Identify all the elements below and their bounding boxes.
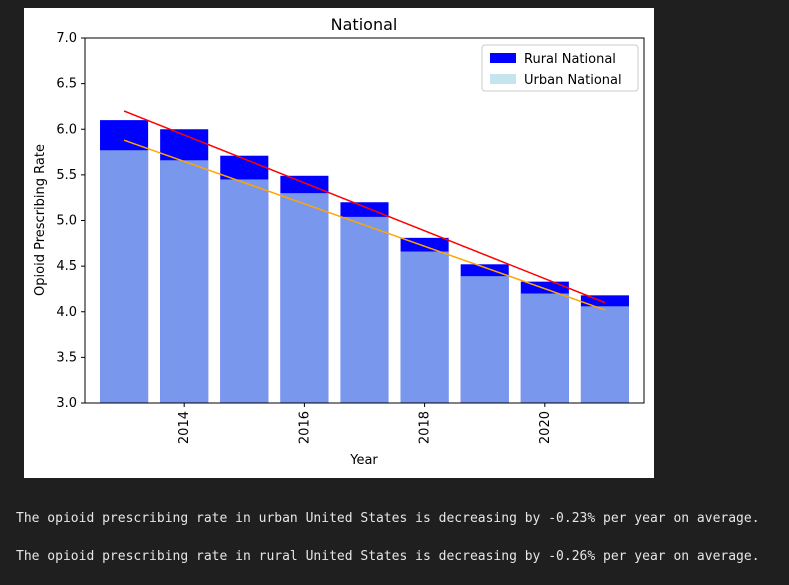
urban-bar-2014 bbox=[160, 160, 209, 403]
x-axis-label: Year bbox=[349, 453, 378, 468]
chart-figure: National 3.0 3.5 4.0 4.5 5.0 5.5 6.0 6.5 7.0 2014… bbox=[24, 8, 654, 478]
y-tick-label-5.5: 5.5 bbox=[56, 168, 77, 183]
urban-bar-2016 bbox=[280, 193, 329, 403]
x-tick-label-2016: 2016 bbox=[297, 411, 312, 444]
legend-swatch-urban bbox=[490, 74, 516, 84]
output-text-rural: The opioid prescribing rate in rural Uni… bbox=[16, 549, 760, 564]
output-text-urban: The opioid prescribing rate in urban Uni… bbox=[16, 511, 760, 526]
y-tick-label-3.0: 3.0 bbox=[56, 396, 77, 411]
y-axis-label: Opioid Prescribing Rate bbox=[33, 144, 48, 296]
rural-trend-line bbox=[123, 110, 606, 304]
legend-box bbox=[481, 44, 639, 92]
urban-bar-2020 bbox=[520, 293, 569, 403]
y-tick-label-4.5: 4.5 bbox=[56, 259, 77, 274]
urban-bar-2019 bbox=[460, 276, 509, 403]
urban-bar-2018 bbox=[400, 251, 449, 403]
legend-swatch-rural bbox=[490, 53, 516, 63]
chart-title: National bbox=[331, 15, 398, 34]
bar-chart: National 3.0 3.5 4.0 4.5 5.0 5.5 6.0 6.5 7.0 2014… bbox=[33, 15, 645, 468]
legend-label-rural: Rural National bbox=[524, 52, 616, 67]
y-tick-label-6.5: 6.5 bbox=[56, 77, 77, 92]
x-tick-label-2018: 2018 bbox=[418, 411, 433, 444]
y-tick-label-4.0: 4.0 bbox=[56, 305, 77, 320]
y-tick-label-6.0: 6.0 bbox=[56, 122, 77, 137]
y-tick-label-3.5: 3.5 bbox=[56, 350, 77, 365]
urban-trend-line bbox=[123, 139, 606, 311]
legend-label-urban: Urban National bbox=[524, 73, 622, 88]
x-tick-label-2020: 2020 bbox=[538, 411, 553, 444]
x-tick-label-2014: 2014 bbox=[177, 411, 192, 444]
y-tick-label-5.0: 5.0 bbox=[56, 214, 77, 229]
legend: Rural National Urban National bbox=[481, 44, 639, 92]
urban-bar-2015 bbox=[220, 179, 269, 403]
urban-bar-2013 bbox=[100, 150, 149, 403]
urban-bar-2017 bbox=[340, 216, 389, 403]
urban-bar-2021 bbox=[580, 306, 629, 403]
y-tick-label-7.0: 7.0 bbox=[56, 31, 77, 46]
